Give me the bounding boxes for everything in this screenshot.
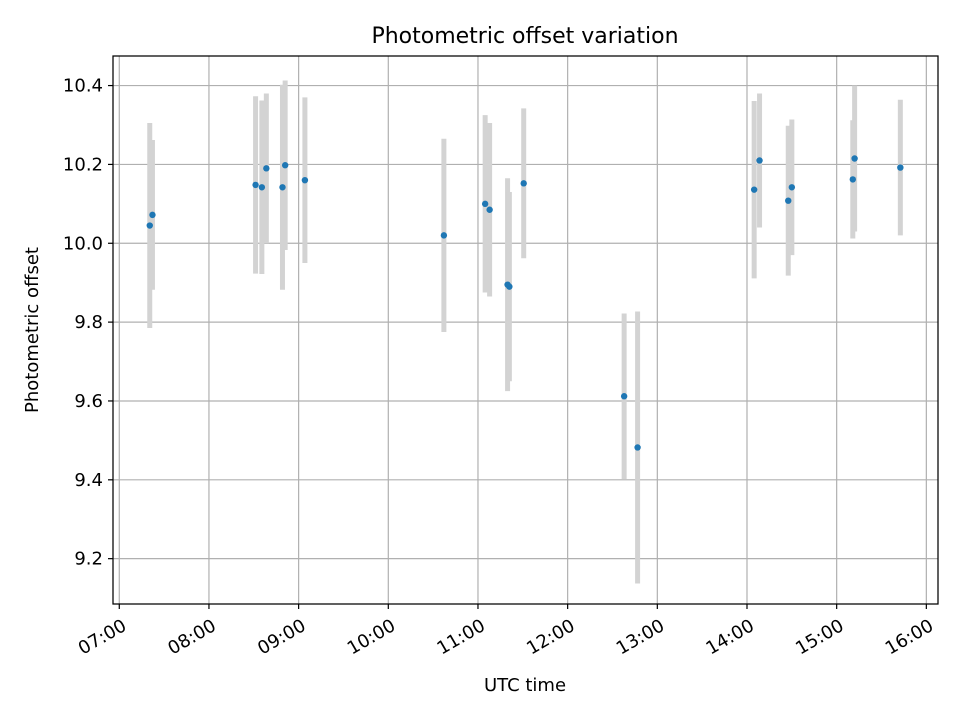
data-point: [252, 181, 259, 189]
data-point: [756, 157, 763, 164]
x-tick-label: 08:00: [164, 615, 219, 659]
data-point: [440, 232, 448, 239]
data-point: [849, 176, 857, 183]
y-axis-label: Photometric offset: [22, 247, 43, 413]
x-tick-label: 15:00: [792, 615, 847, 659]
grid: [113, 56, 938, 604]
data-point: [620, 393, 628, 400]
chart-title: Photometric offset variation: [371, 24, 678, 49]
y-tick-label: 10.0: [63, 233, 103, 254]
data-point: [634, 444, 641, 451]
x-tick-label: 16:00: [882, 615, 937, 659]
data-point: [520, 180, 527, 187]
y-tick-label: 9.2: [74, 549, 103, 570]
x-tick-label: 13:00: [613, 615, 668, 659]
y-tick-label: 10.2: [63, 154, 103, 175]
x-tick-label: 12:00: [523, 615, 578, 659]
error-bars: [147, 80, 903, 584]
data-point: [481, 200, 489, 208]
data-point: [750, 186, 758, 193]
data-point: [788, 184, 796, 191]
data-point: [263, 165, 270, 172]
data-point: [785, 197, 792, 204]
y-tick-label: 9.6: [74, 391, 103, 412]
data-point: [851, 155, 858, 162]
data-point: [301, 176, 309, 184]
x-tick-label: 09:00: [254, 615, 309, 659]
data-point: [279, 184, 286, 191]
data-point: [281, 162, 289, 169]
y-tick-label: 9.4: [74, 470, 103, 491]
y-tick-label: 10.4: [63, 76, 103, 97]
data-point: [506, 283, 513, 290]
x-tick-label: 14:00: [702, 615, 757, 659]
x-tick-label: 07:00: [75, 615, 130, 659]
x-tick-label: 11:00: [433, 615, 488, 659]
data-points: [146, 155, 904, 451]
y-tick-label: 9.8: [74, 312, 103, 333]
x-axis-label: UTC time: [484, 675, 566, 696]
data-point: [149, 211, 156, 219]
data-point: [897, 164, 904, 171]
x-tick-label: 10:00: [344, 615, 399, 659]
plot-frame: [112, 55, 939, 605]
axis-ticks: 07:00 08:00 09:00 10:00 11:00 12:00 13:00 14:00…: [63, 76, 937, 660]
data-point: [146, 222, 153, 229]
data-point: [258, 184, 266, 191]
data-point: [486, 206, 493, 213]
